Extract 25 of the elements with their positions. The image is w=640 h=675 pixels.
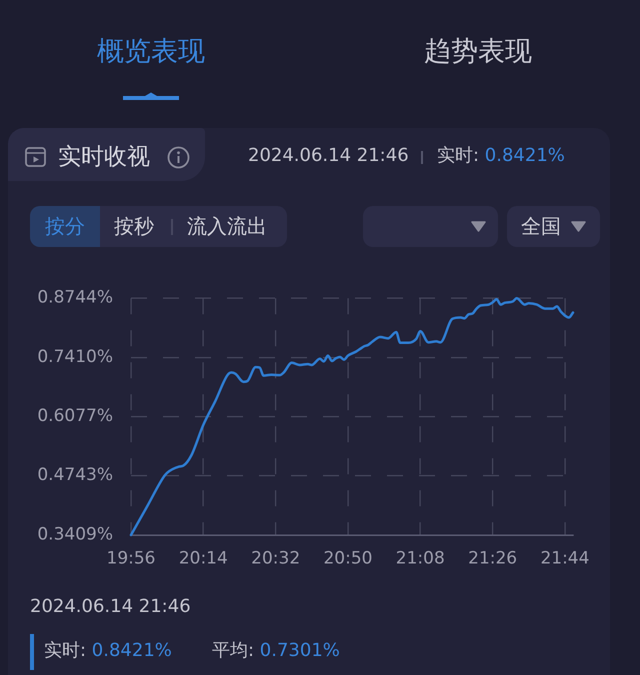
x-tick-label: 20:32 — [251, 548, 300, 569]
x-tick-label: 19:56 — [106, 548, 156, 569]
x-tick-label: 21:26 — [468, 548, 518, 569]
text: 趋势表现 — [423, 36, 533, 68]
x-tick-label: 21:44 — [540, 548, 590, 569]
text: 流入流出 — [187, 214, 267, 238]
text: 按分 — [44, 214, 86, 238]
text: 概览表现 — [96, 36, 206, 68]
x-tick-label: 20:14 — [178, 548, 228, 569]
text: 实时: 0.8421% — [437, 145, 565, 166]
text: 全国 — [521, 214, 561, 238]
y-tick-label: 0.3409% — [37, 524, 113, 544]
text: 实时: 0.8421% — [44, 640, 172, 661]
text: 按秒 — [114, 214, 154, 238]
y-tick-label: 0.8744% — [37, 288, 113, 308]
x-tick-label: 21:08 — [396, 548, 445, 569]
chart-title: 实时收视 — [58, 144, 150, 170]
text: 2024.06.14 21:46 — [248, 145, 409, 167]
y-tick-label: 0.4743% — [37, 465, 113, 486]
text: 平均: 0.7301% — [212, 640, 340, 661]
y-tick-label: 0.7410% — [37, 346, 113, 367]
y-tick-label: 0.6077% — [37, 406, 113, 426]
text: 2024.06.14 21:46 — [30, 596, 191, 618]
x-tick-label: 20:50 — [323, 548, 372, 569]
line-series — [130, 296, 574, 536]
